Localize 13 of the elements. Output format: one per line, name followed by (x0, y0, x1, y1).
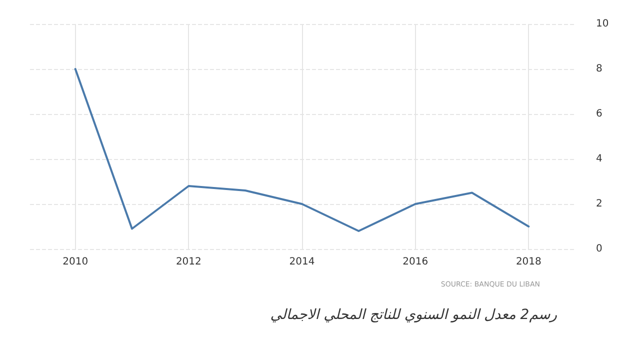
y-tick-label: 6 (596, 108, 602, 120)
y-tick-label: 0 (596, 244, 602, 254)
x-tick-label: 2010 (62, 256, 88, 268)
y-tick-label: 4 (596, 154, 602, 164)
line-series (74, 68, 530, 232)
text: رسم2 معدل النمو السنوي للناتج المحلي الاجمالي (270, 307, 558, 323)
x-tick-label: 2018 (516, 256, 542, 268)
y-tick-label: 2 (596, 198, 602, 210)
y-tick-label: 10 (596, 18, 609, 30)
y-tick-label: 8 (596, 64, 602, 74)
x-tick-label: 2012 (176, 256, 202, 268)
x-tick-label: 2016 (402, 256, 428, 268)
x-tick-label: 2014 (289, 256, 315, 268)
